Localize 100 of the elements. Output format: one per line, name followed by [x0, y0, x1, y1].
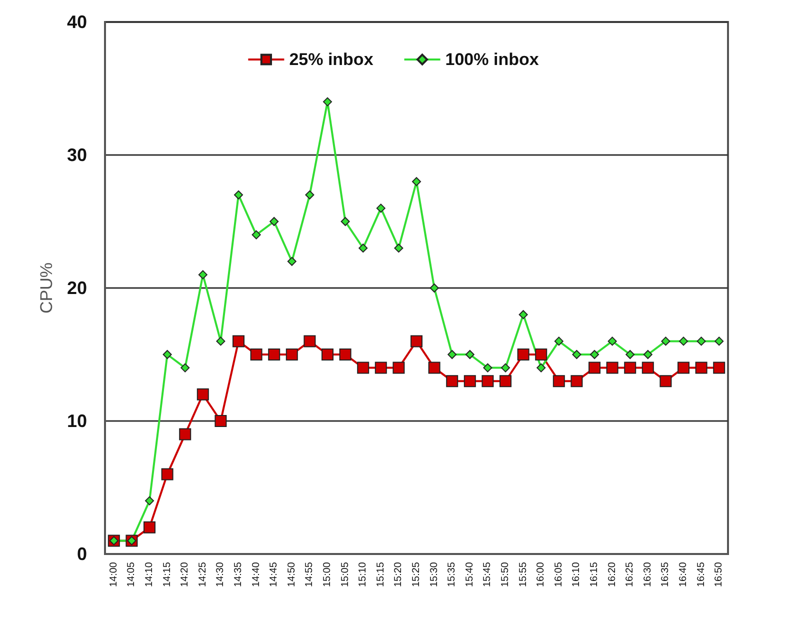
point — [448, 350, 457, 359]
point — [216, 336, 226, 346]
x-tick-label: 14:05 — [126, 562, 138, 588]
x-tick-label: 15:55 — [518, 562, 529, 588]
x-tick-label: 15:05 — [340, 562, 351, 588]
x-tick-label: 16:25 — [624, 562, 636, 588]
point — [287, 256, 296, 266]
point — [250, 348, 262, 360]
point — [606, 362, 618, 374]
x-tick-label: 16:00 — [536, 562, 547, 588]
point — [660, 375, 672, 388]
legend-label: 25% inbox — [289, 50, 374, 69]
point — [410, 335, 422, 348]
x-tick-label: 16:05 — [553, 562, 564, 588]
x-tick-label: 15:50 — [500, 562, 511, 588]
point — [590, 350, 599, 359]
x-tick-label: 16:15 — [589, 562, 600, 588]
point — [412, 177, 421, 186]
y-tick-label: 20 — [66, 278, 87, 298]
point — [144, 521, 156, 534]
point — [198, 270, 208, 280]
point — [713, 362, 726, 374]
x-tick-label: 14:35 — [233, 562, 244, 588]
x-tick-label: 16:50 — [714, 562, 725, 588]
x-tick-label: 15:40 — [464, 562, 476, 588]
x-tick-label: 15:20 — [393, 562, 404, 588]
point — [501, 363, 510, 372]
x-tick-label: 16:45 — [696, 562, 707, 588]
point — [552, 375, 565, 388]
point — [392, 362, 405, 374]
point — [145, 496, 154, 506]
point — [214, 415, 227, 427]
point — [679, 336, 688, 346]
point — [500, 375, 512, 388]
y-axis-title: CPU% — [37, 262, 56, 314]
point — [305, 190, 314, 200]
point — [234, 190, 243, 200]
point — [357, 362, 370, 374]
x-tick-label: 14:20 — [180, 562, 191, 588]
point — [624, 362, 636, 374]
y-tick-label: 30 — [66, 145, 87, 165]
x-tick-label: 15:10 — [358, 562, 369, 588]
point — [268, 348, 280, 360]
y-tick-label: 40 — [66, 12, 87, 32]
point — [517, 348, 530, 360]
point — [643, 350, 652, 359]
point — [196, 388, 209, 400]
x-tick-label: 15:30 — [428, 562, 440, 588]
point — [696, 336, 706, 346]
point — [339, 348, 352, 360]
point — [483, 363, 492, 372]
point — [464, 375, 476, 388]
point — [430, 284, 439, 292]
x-tick-label: 15:35 — [446, 562, 458, 588]
x-tick-label: 15:45 — [482, 562, 494, 588]
point — [286, 348, 298, 360]
point — [322, 348, 334, 360]
point — [678, 362, 690, 374]
point — [179, 428, 192, 440]
x-tick-label: 15:15 — [375, 562, 386, 588]
point — [323, 97, 332, 106]
point — [252, 230, 261, 240]
x-tick-label: 15:00 — [322, 562, 333, 588]
point — [394, 244, 404, 253]
x-tick-label: 14:55 — [304, 562, 316, 588]
point — [270, 217, 279, 226]
point — [572, 350, 582, 359]
point — [446, 375, 458, 388]
point — [554, 336, 564, 346]
point — [626, 350, 635, 359]
y-tick-label: 10 — [66, 411, 87, 431]
point — [570, 375, 583, 388]
x-tick-label: 14:25 — [197, 562, 208, 588]
x-tick-label: 16:40 — [678, 562, 689, 588]
x-tick-label: 14:45 — [268, 562, 280, 588]
x-tick-label: 15:25 — [411, 562, 422, 588]
point — [232, 335, 244, 348]
point — [661, 336, 670, 346]
point — [358, 244, 368, 253]
point — [161, 468, 174, 480]
point — [304, 335, 316, 348]
point — [465, 350, 474, 359]
x-tick-label: 14:10 — [144, 562, 155, 588]
point — [536, 363, 546, 372]
point — [162, 350, 172, 359]
point — [374, 362, 387, 374]
point — [608, 336, 617, 346]
y-tick-label: 0 — [76, 544, 87, 564]
x-tick-label: 14:00 — [108, 562, 120, 588]
point — [518, 310, 528, 320]
point — [376, 204, 386, 213]
x-tick-label: 14:40 — [250, 562, 262, 588]
point — [340, 217, 350, 226]
point — [642, 362, 654, 374]
point — [482, 375, 494, 388]
x-tick-label: 16:30 — [642, 562, 654, 588]
x-tick-label: 14:15 — [162, 562, 173, 588]
x-tick-label: 16:10 — [571, 562, 582, 588]
point — [535, 348, 548, 360]
point — [714, 336, 724, 346]
